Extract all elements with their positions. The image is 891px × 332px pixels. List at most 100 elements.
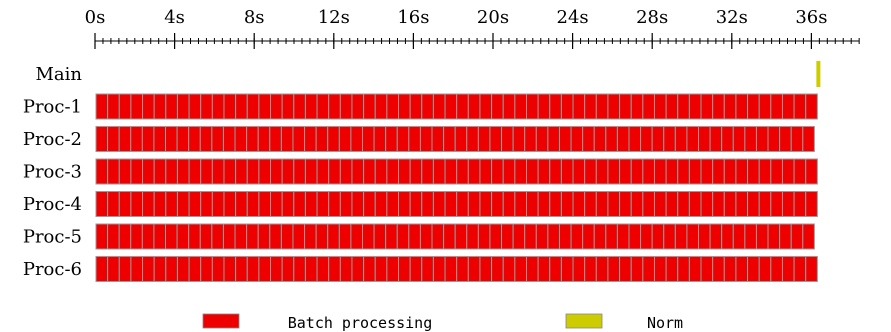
batch-segment [584,256,597,282]
batch-segment [790,126,804,152]
batch-segment [409,158,423,185]
task-bar-norm [816,61,821,87]
batch-segment [165,191,178,217]
batch-segment [502,256,516,282]
batch-segment [211,191,225,217]
batch-segment [770,256,783,282]
batch-segment [304,256,318,282]
batch-segment [674,126,688,152]
batch-segment [118,158,132,185]
batch-segment [107,126,120,152]
batch-segment [755,223,769,250]
batch-segment [153,256,167,282]
batch-segment [431,223,445,250]
batch-segment [467,256,481,282]
batch-segment [234,126,248,152]
batch-segment [653,158,667,185]
batch-segment [502,158,516,185]
batch-segment [408,126,421,152]
batch-segment [514,191,527,217]
batch-segment [374,158,388,185]
batch-segment [281,256,295,282]
batch-segment [153,191,167,217]
batch-segment [456,256,469,282]
batch-segment [315,126,329,152]
legend-label: Batch processing [288,314,433,332]
batch-segment [512,223,526,250]
batch-segment [118,126,132,152]
batch-segment [374,256,388,282]
batch-segment [512,126,526,152]
batch-segment [758,191,772,217]
batch-segment [386,191,400,217]
batch-segment [560,256,574,282]
batch-segment [292,126,306,152]
batch-segment [432,256,446,282]
batch-segment [584,191,597,217]
batch-segment [698,223,711,250]
batch-segment [280,223,294,250]
batch-segment [200,256,213,282]
batch-segment [200,158,213,185]
batch-segment [642,191,655,217]
batch-segment [130,158,144,185]
batch-segment [758,93,772,120]
batch-segment [95,191,109,217]
batch-segment [304,126,317,152]
batch-segment [316,191,330,217]
batch-segment [153,126,167,152]
batch-segment [454,126,468,152]
batch-segment [339,93,353,120]
batch-segment [572,93,586,120]
batch-segment [619,191,632,217]
batch-segment [246,256,260,282]
x-tick-label: 24s [557,7,589,28]
batch-segment [118,223,132,250]
batch-segment [721,126,734,152]
batch-segment [570,126,584,152]
batch-segment [257,223,271,250]
batch-segment [258,158,272,185]
batch-segment [653,93,667,120]
batch-segment [560,93,574,120]
batch-segment [479,158,493,185]
batch-segment [709,126,723,152]
x-tick-label: 20s [477,7,509,28]
batch-segment [361,126,375,152]
legend: Batch processing Norm [202,313,683,332]
batch-segment [200,93,213,120]
batch-segment [304,223,317,250]
batch-segment [293,158,306,185]
batch-segment [444,93,458,120]
batch-segment [572,191,586,217]
batch-segment [257,126,271,152]
batch-segment [211,93,225,120]
batch-segment [176,191,190,217]
batch-segment [398,256,411,282]
batch-segment [223,256,237,282]
batch-segment [293,191,306,217]
batch-segment [398,191,411,217]
batch-segment [456,93,469,120]
batch-segment [767,223,781,250]
batch-segment [700,158,714,185]
batch-segment [491,191,504,217]
batch-segment [642,256,655,282]
row-label: Proc-3 [23,162,82,183]
batch-segment [593,126,607,152]
batch-segment [514,93,527,120]
batch-segment [350,126,363,152]
batch-segment [200,191,213,217]
batch-segment [653,191,667,217]
batch-segment [595,158,609,185]
batch-segment [770,158,783,185]
batch-segment [549,191,562,217]
batch-segment [514,256,527,282]
batch-segment [421,191,434,217]
x-tick-label: 32s [716,7,748,28]
batch-segment [630,158,644,185]
batch-segment [781,191,795,217]
batch-segment [270,158,283,185]
batch-segment [479,256,493,282]
batch-segment [607,191,621,217]
